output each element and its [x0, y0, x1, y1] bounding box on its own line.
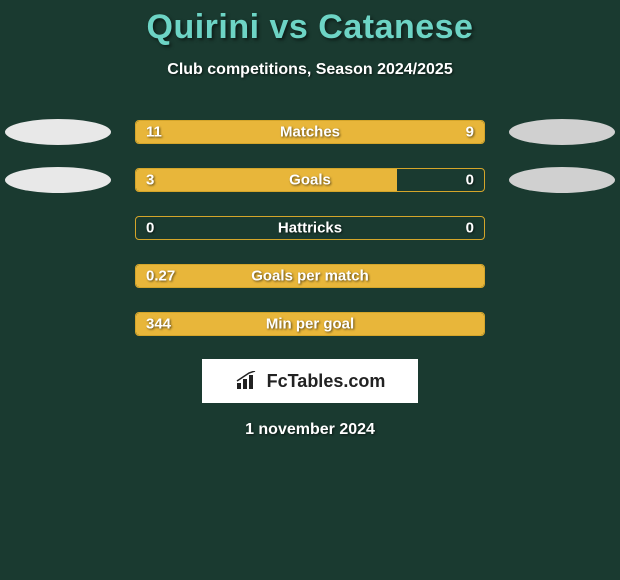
- stat-row-goals: 3 Goals 0: [0, 167, 620, 193]
- stat-row-min-per-goal: 344 Min per goal: [0, 311, 620, 337]
- stat-value-right: 0: [466, 220, 474, 237]
- page-title: Quirini vs Catanese: [0, 8, 620, 47]
- footer-logo-inner: FcTables.com: [235, 371, 386, 392]
- bar-track: 3 Goals 0: [135, 168, 485, 192]
- stat-name: Matches: [280, 124, 340, 141]
- stat-row-hattricks: 0 Hattricks 0: [0, 215, 620, 241]
- comparison-infographic: Quirini vs Catanese Club competitions, S…: [0, 0, 620, 439]
- bar-track: 344 Min per goal: [135, 312, 485, 336]
- bar-track: 0 Hattricks 0: [135, 216, 485, 240]
- stat-value-right: 0: [466, 172, 474, 189]
- bar-track: 0.27 Goals per match: [135, 264, 485, 288]
- stat-name: Hattricks: [278, 220, 342, 237]
- footer-logo: FcTables.com: [202, 359, 418, 403]
- stat-value-left: 11: [146, 124, 162, 141]
- page-subtitle: Club competitions, Season 2024/2025: [0, 61, 620, 79]
- avatar-right: [509, 167, 615, 193]
- avatar-left: [5, 119, 111, 145]
- stat-value-left: 0: [146, 220, 154, 237]
- stat-row-goals-per-match: 0.27 Goals per match: [0, 263, 620, 289]
- bar-fill-right: [327, 121, 484, 143]
- stats-list: 11 Matches 9 3 Goals 0 0: [0, 119, 620, 337]
- chart-icon: [235, 371, 261, 391]
- bar-fill-left: [136, 169, 397, 191]
- bar-track: 11 Matches 9: [135, 120, 485, 144]
- footer-logo-text: FcTables.com: [267, 371, 386, 392]
- stat-value-left: 0.27: [146, 268, 175, 285]
- avatar-right: [509, 119, 615, 145]
- stat-value-left: 3: [146, 172, 154, 189]
- stat-name: Min per goal: [266, 316, 354, 333]
- stat-row-matches: 11 Matches 9: [0, 119, 620, 145]
- avatar-left: [5, 167, 111, 193]
- stat-value-left: 344: [146, 316, 171, 333]
- stat-name: Goals: [289, 172, 331, 189]
- stat-name: Goals per match: [251, 268, 369, 285]
- stat-value-right: 9: [466, 124, 474, 141]
- footer-date: 1 november 2024: [0, 421, 620, 439]
